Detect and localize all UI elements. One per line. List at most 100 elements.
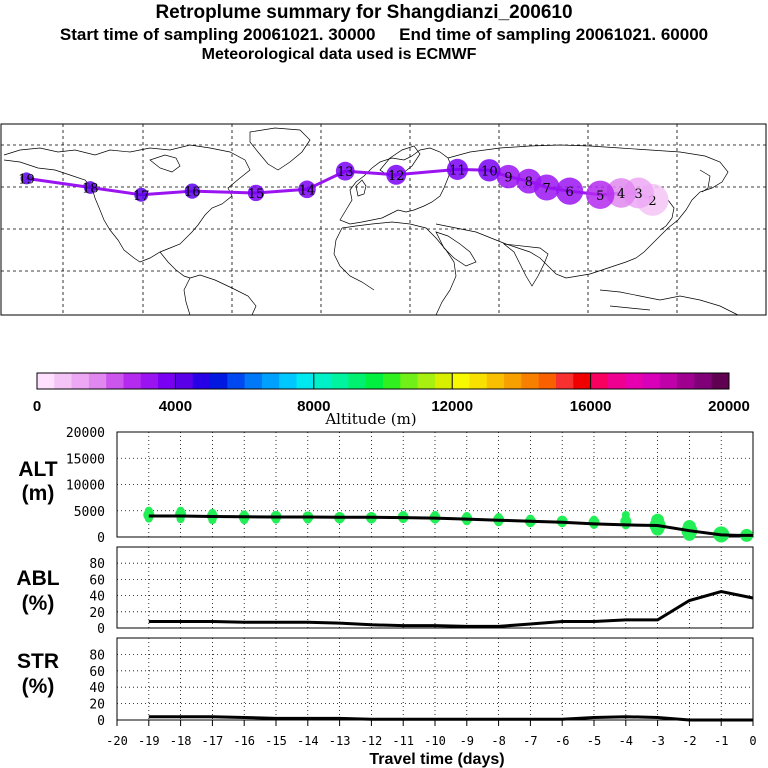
colorbar-swatch [659, 373, 678, 389]
coastline-asia [435, 144, 729, 279]
plume-centroid [386, 164, 407, 185]
x-tick-label: -20 [106, 734, 128, 748]
x-tick-label: -13 [329, 734, 351, 748]
x-tick-label: -2 [682, 734, 696, 748]
plume-centroid [298, 180, 316, 199]
alt-panel-line [148, 514, 753, 537]
colorbar-swatch [279, 373, 297, 389]
coastline-south-america [183, 274, 257, 316]
plume-day-label: 18 [82, 182, 99, 197]
plume-day-label: 12 [388, 169, 405, 184]
x-tick-label: -14 [297, 734, 319, 748]
plume-day-label: 6 [566, 185, 574, 200]
colorbar-swatch [313, 373, 332, 389]
plume-centroid [247, 184, 265, 202]
colorbar-tick-label: 20000 [708, 398, 750, 415]
time-series-panels: 05000100001500020000020406080020406080-2… [66, 426, 757, 748]
alt-scatter-point [144, 506, 153, 515]
plume-centroid [516, 168, 542, 194]
colorbar-swatch [106, 373, 124, 389]
y-tick-label: 80 [89, 557, 105, 572]
x-tick-label: -8 [491, 734, 505, 748]
str-unit: (%) [22, 675, 55, 698]
colorbar-tick-label: 4000 [159, 398, 192, 415]
alt-scatter-point [590, 515, 598, 524]
colorbar-swatch [400, 373, 418, 389]
sampling-times: Start time of sampling 20061021. 30000 E… [0, 25, 768, 45]
plume-day-label: 7 [543, 182, 551, 197]
x-tick-label: -16 [233, 734, 255, 748]
plume-centroid [20, 172, 33, 185]
plume-centroid [556, 177, 584, 205]
y-tick-label: 5000 [74, 505, 105, 520]
map-coastlines [3, 127, 739, 316]
coastline-africa [333, 221, 457, 316]
colorbar-tick-label: 8000 [297, 398, 330, 415]
colorbar-swatch [625, 373, 643, 389]
colorbar-swatch [140, 373, 159, 389]
plume-centroid [496, 164, 521, 189]
x-tick-label: -17 [202, 734, 224, 748]
colorbar-swatch [677, 373, 695, 389]
colorbar-swatch [210, 373, 228, 389]
colorbar-swatch [158, 373, 176, 389]
y-tick-label: 60 [89, 665, 105, 680]
y-tick-label: 60 [89, 573, 105, 588]
altitude-colorbar: 0 4000 8000 12000 16000 20000 Altitude (m) [33, 372, 750, 428]
colorbar-swatch [469, 373, 488, 389]
colorbar-swatch [261, 373, 280, 389]
plume-day-label: 19 [18, 172, 35, 187]
colorbar-swatch [452, 373, 470, 389]
coastline-australia [659, 295, 739, 316]
x-tick-label: -12 [361, 734, 383, 748]
abl-panel-line [148, 589, 754, 628]
coastline-japan [659, 199, 675, 231]
alt-scatter-point [651, 513, 665, 527]
y-tick-label: 40 [89, 590, 105, 605]
met-data-label: Meteorological data used is ECMWF [201, 46, 477, 63]
colorbar-swatch [192, 373, 211, 389]
coastline-indonesia [599, 289, 661, 311]
colorbar-swatch [71, 373, 90, 389]
colorbar-swatch [434, 373, 453, 389]
x-tick-label: -5 [587, 734, 601, 748]
colorbar-swatch [694, 373, 713, 389]
plume-centroid [446, 158, 469, 180]
x-tick-label: -19 [138, 734, 160, 748]
colorbar-swatch [486, 373, 505, 389]
plume-day-label: 3 [634, 187, 642, 202]
y-tick-label: 0 [97, 531, 105, 546]
colorbar-tick-label: 16000 [570, 398, 612, 415]
colorbar-swatch [504, 373, 522, 389]
plume-day-label: 8 [525, 175, 533, 190]
alt-panel: 0 5000 10000 15000 20000 [66, 426, 754, 546]
x-axis-label: Travel time (days) [369, 751, 504, 768]
colorbar-swatch [383, 373, 401, 389]
coastline-arabia [435, 231, 477, 267]
colorbar-label: Altitude (m) [324, 410, 416, 428]
y-tick-label: 80 [89, 648, 105, 663]
coastline-uk [355, 179, 367, 197]
plume-day-label: 14 [299, 183, 316, 198]
x-tick-label: -15 [265, 734, 287, 748]
alt-unit: (m) [22, 482, 55, 505]
abl-unit: (%) [22, 592, 55, 615]
plume-day-label: 5 [596, 189, 604, 204]
alt-label: ALT [18, 458, 57, 481]
plume-day-label: 9 [504, 171, 512, 186]
colorbar-swatch [556, 373, 574, 389]
coastline-hudson-bay [149, 154, 181, 173]
x-tick-label: -3 [650, 734, 664, 748]
coastline-central-america [159, 251, 191, 279]
y-tick-label: 40 [89, 681, 105, 696]
y-tick-label: 0 [97, 622, 105, 637]
x-tick-label: -18 [170, 734, 192, 748]
abl-label: ABL [16, 567, 59, 590]
colorbar-swatch [331, 373, 349, 389]
alt-scatter-point [208, 508, 217, 517]
alt-scatter-point [176, 506, 185, 515]
